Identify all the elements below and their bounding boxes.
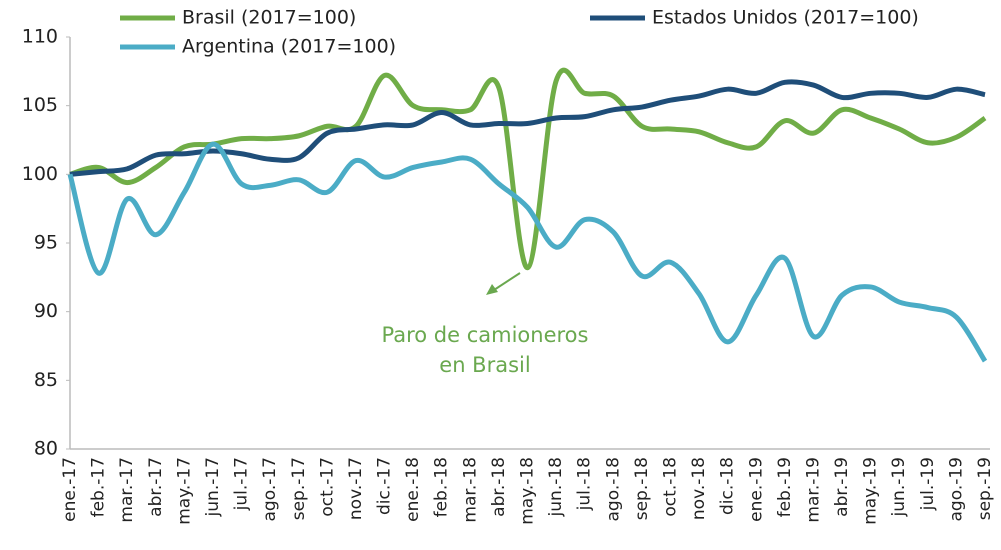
y-tick-label: 95 <box>34 232 58 254</box>
x-tick-label: jun.-18 <box>546 457 566 517</box>
x-tick-label: ago.-17 <box>260 457 280 521</box>
x-tick-label: dic.-17 <box>375 457 395 515</box>
line <box>67 141 988 363</box>
x-tick-label: ago.-18 <box>603 457 623 521</box>
x-tick-label: feb.-17 <box>89 457 109 517</box>
y-tick-label: 110 <box>22 26 58 48</box>
y-tick-label: 85 <box>34 369 58 391</box>
x-tick-label: may.-19 <box>861 457 881 525</box>
y-tick-label: 105 <box>22 94 58 116</box>
annotation-arrow <box>493 272 521 291</box>
x-tick-label: jun.-17 <box>203 457 223 517</box>
x-tick-label: sep.-17 <box>289 457 309 520</box>
x-tick-label: mar.-18 <box>460 457 480 523</box>
y-tick-label: 80 <box>34 438 58 460</box>
x-tick-label: mar.-19 <box>803 457 823 523</box>
y-tick-label: 100 <box>22 163 58 185</box>
x-tick-label: mar.-17 <box>117 457 137 523</box>
legend-label: Brasil (2017=100) <box>182 7 356 29</box>
x-tick-label: jul.-18 <box>575 457 595 511</box>
x-tick-label: feb.-18 <box>432 457 452 517</box>
x-tick-label: may.-17 <box>174 457 194 525</box>
y-tick-label: 90 <box>34 300 58 322</box>
x-tick-label: nov.-17 <box>346 457 366 520</box>
x-tick-label: ene.-19 <box>746 457 766 522</box>
annotation-arrowhead <box>486 284 498 295</box>
x-tick-label: abr.-18 <box>489 457 509 517</box>
x-tick-label: sep.-19 <box>975 457 995 520</box>
legend-label: Estados Unidos (2017=100) <box>652 7 919 29</box>
x-tick-label: abr.-19 <box>832 457 852 517</box>
x-tick-label: ago.-19 <box>946 457 966 521</box>
x-tick-label: ene.-18 <box>403 457 423 522</box>
x-tick-label: jul.-19 <box>918 457 938 511</box>
legend-label: Argentina (2017=100) <box>182 36 396 58</box>
x-tick-label: oct.-18 <box>660 457 680 517</box>
line <box>69 79 986 177</box>
x-tick-label: dic.-18 <box>718 457 738 515</box>
annotation: Paro de camioneros <box>382 323 589 347</box>
x-tick-label: abr.-17 <box>146 457 166 517</box>
annotation: en Brasil <box>439 353 530 377</box>
x-tick-label: ene.-17 <box>60 457 80 522</box>
line <box>69 67 987 271</box>
x-tick-label: jun.-19 <box>889 457 909 517</box>
x-tick-label: oct.-17 <box>317 457 337 517</box>
x-tick-label: sep.-18 <box>632 457 652 520</box>
x-tick-label: nov.-18 <box>689 457 709 520</box>
x-tick-label: jul.-17 <box>232 457 252 511</box>
x-tick-label: feb.-19 <box>775 457 795 517</box>
x-tick-label: may.-18 <box>518 457 538 525</box>
